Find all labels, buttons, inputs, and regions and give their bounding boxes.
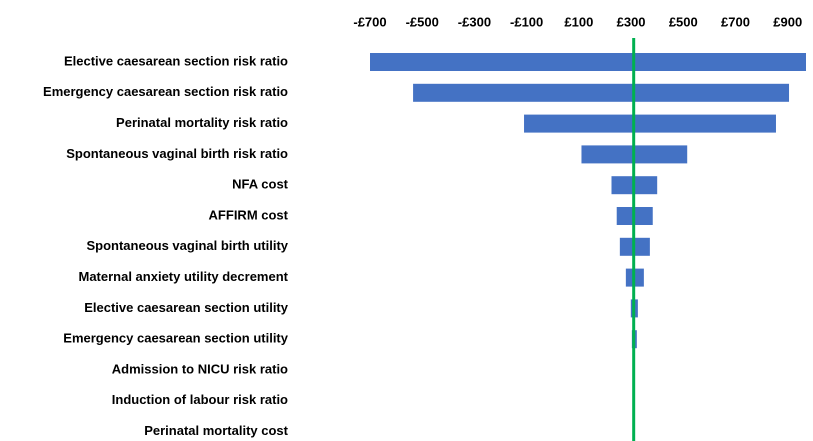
x-tick-label: £300 xyxy=(617,14,646,29)
bar-high xyxy=(633,145,688,164)
bar-high xyxy=(633,53,806,71)
bar-high xyxy=(633,330,637,349)
bar-low xyxy=(370,53,634,71)
category-label: Admission to NICU risk ratio xyxy=(112,361,288,376)
category-label: AFFIRM cost xyxy=(209,207,289,222)
bar-low xyxy=(611,176,634,195)
category-label: Emergency caesarean section risk ratio xyxy=(43,84,288,99)
bar-high xyxy=(633,207,653,225)
category-label: Elective caesarean section utility xyxy=(84,300,289,315)
bar-high xyxy=(633,176,658,195)
bar-low xyxy=(619,237,634,256)
category-label: Induction of labour risk ratio xyxy=(112,392,288,407)
category-label: Perinatal mortality cost xyxy=(144,423,288,438)
bar-high xyxy=(633,114,776,133)
bar-high xyxy=(633,237,650,256)
x-tick-label: -£100 xyxy=(510,14,543,29)
bar-low xyxy=(625,268,634,287)
x-tick-label: -£300 xyxy=(458,14,491,29)
category-label: Perinatal mortality risk ratio xyxy=(116,115,288,130)
x-tick-label: £900 xyxy=(773,14,802,29)
x-tick-label: £500 xyxy=(669,14,698,29)
bar-high xyxy=(633,83,790,102)
x-tick-label: -£700 xyxy=(353,14,386,29)
bar-low xyxy=(413,83,634,102)
category-label: Maternal anxiety utility decrement xyxy=(78,269,288,284)
bar-high xyxy=(633,268,644,287)
category-label: Emergency caesarean section utility xyxy=(63,331,288,346)
category-label: Spontaneous vaginal birth risk ratio xyxy=(66,146,288,161)
category-label: Elective caesarean section risk ratio xyxy=(64,53,288,68)
category-label: Spontaneous vaginal birth utility xyxy=(86,238,288,253)
bar-low xyxy=(524,114,634,133)
bar-low xyxy=(581,145,634,164)
x-tick-label: -£500 xyxy=(406,14,439,29)
x-tick-label: £700 xyxy=(721,14,750,29)
bar-high xyxy=(633,299,638,318)
x-tick-label: £100 xyxy=(564,14,593,29)
category-label: NFA cost xyxy=(232,177,289,192)
bar-low xyxy=(616,207,634,225)
